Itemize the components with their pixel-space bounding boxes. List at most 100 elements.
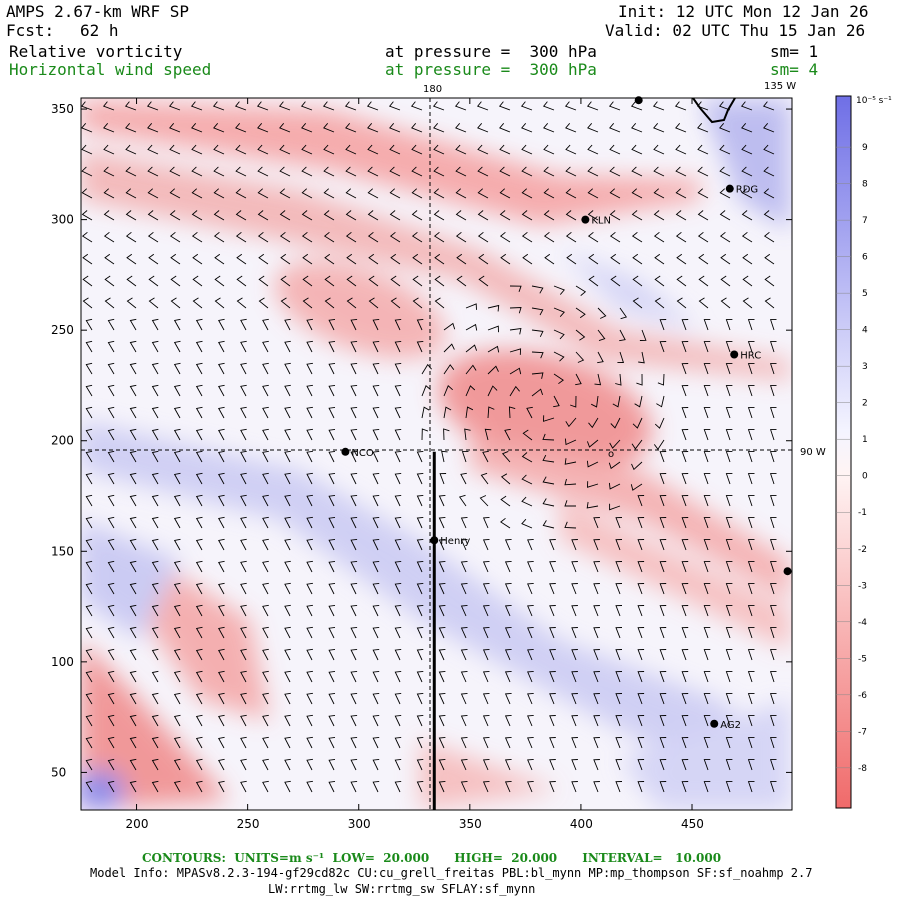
wind-barb	[769, 363, 777, 375]
wind-barb	[240, 692, 247, 705]
wind-barb	[478, 275, 489, 287]
wind-barb	[85, 582, 93, 595]
wind-barb	[654, 417, 665, 429]
wind-barb	[372, 560, 380, 573]
wind-barb	[279, 123, 291, 133]
wind-barb	[597, 329, 606, 342]
wind-barb	[151, 692, 159, 705]
wind-barb	[85, 450, 93, 463]
wind-barb	[681, 319, 689, 331]
wind-barb	[394, 626, 402, 639]
wind-barb	[631, 439, 643, 450]
wind-barb	[438, 780, 446, 793]
wind-barb	[763, 231, 775, 243]
wind-barb	[85, 736, 93, 749]
wind-barb	[169, 231, 181, 243]
wind-barb	[434, 275, 445, 287]
wind-barb	[195, 516, 203, 529]
wind-barb	[653, 144, 665, 155]
wind-barb	[389, 123, 401, 133]
wind-barb	[107, 670, 115, 683]
wind-barb	[104, 253, 115, 265]
wind-barb	[258, 297, 269, 309]
wind-barb	[542, 101, 555, 111]
wind-barb	[240, 648, 247, 661]
wind-barb	[747, 429, 755, 441]
wind-barb	[125, 144, 137, 155]
wind-barb	[500, 253, 511, 265]
wind-barb	[301, 188, 313, 199]
wind-barb	[350, 428, 358, 441]
wind-barb	[747, 759, 755, 771]
wind-barb	[328, 736, 336, 749]
wind-barb	[703, 759, 711, 771]
wind-barb	[521, 518, 533, 529]
wind-barb	[675, 144, 687, 155]
wind-barb	[125, 210, 137, 221]
wind-barb	[129, 472, 137, 485]
wind-barb	[725, 539, 733, 551]
wind-barb	[632, 417, 643, 429]
wind-barb	[549, 693, 556, 705]
wind-barb	[240, 362, 247, 375]
wind-barb	[328, 560, 336, 573]
wind-barb	[262, 714, 269, 727]
colorbar-label: 2	[862, 399, 868, 409]
wind-barb	[769, 539, 777, 551]
wind-barb	[284, 736, 291, 749]
field2-smoothing: sm= 4	[770, 60, 819, 79]
wind-barb	[433, 231, 445, 243]
wind-barb	[543, 210, 555, 221]
wind-barb	[107, 384, 115, 397]
wind-barb	[218, 428, 225, 441]
wind-barb	[587, 188, 599, 199]
wind-barb	[147, 231, 159, 243]
wind-barb	[240, 384, 247, 397]
wind-barb	[575, 285, 587, 296]
wind-barb	[674, 101, 687, 111]
wind-barb	[107, 736, 115, 749]
wind-barb	[609, 144, 621, 155]
wind-barb	[262, 604, 269, 617]
wind-barb	[438, 626, 446, 639]
wind-barb	[499, 144, 511, 155]
wind-barb	[394, 340, 402, 353]
wind-barb	[741, 144, 753, 155]
wind-barb	[521, 166, 533, 177]
wind-barb	[240, 494, 247, 507]
wind-barb	[769, 385, 777, 397]
wind-barb	[350, 406, 358, 419]
wind-barb	[389, 188, 401, 199]
wind-barb	[195, 758, 203, 771]
wind-barb	[487, 385, 498, 397]
wind-barb	[284, 472, 291, 485]
wind-barb	[345, 188, 357, 199]
wind-barb	[256, 101, 269, 111]
wind-barb	[213, 188, 225, 199]
wind-barb	[703, 319, 711, 331]
wind-barb	[487, 365, 499, 375]
wind-barb	[147, 166, 159, 177]
wind-barb	[575, 373, 582, 386]
wind-barb	[522, 429, 533, 441]
wind-barb	[747, 407, 755, 419]
wind-barb	[565, 188, 577, 199]
wind-barb	[637, 759, 645, 771]
colorbar-scale	[835, 95, 852, 809]
wind-barb	[394, 494, 402, 507]
wind-barb	[763, 210, 775, 221]
wind-barb	[703, 561, 711, 573]
wind-barb	[719, 166, 731, 177]
wind-barb	[571, 671, 578, 683]
wind-barb	[129, 494, 137, 507]
wind-barb	[615, 737, 623, 749]
wind-barb	[769, 495, 777, 507]
wind-barb	[262, 472, 269, 485]
wind-barb	[617, 351, 625, 363]
wind-barb	[675, 210, 687, 221]
wind-barb	[85, 560, 93, 573]
wind-barb	[389, 231, 401, 243]
wind-barb	[509, 285, 522, 292]
wind-barb	[306, 494, 313, 507]
